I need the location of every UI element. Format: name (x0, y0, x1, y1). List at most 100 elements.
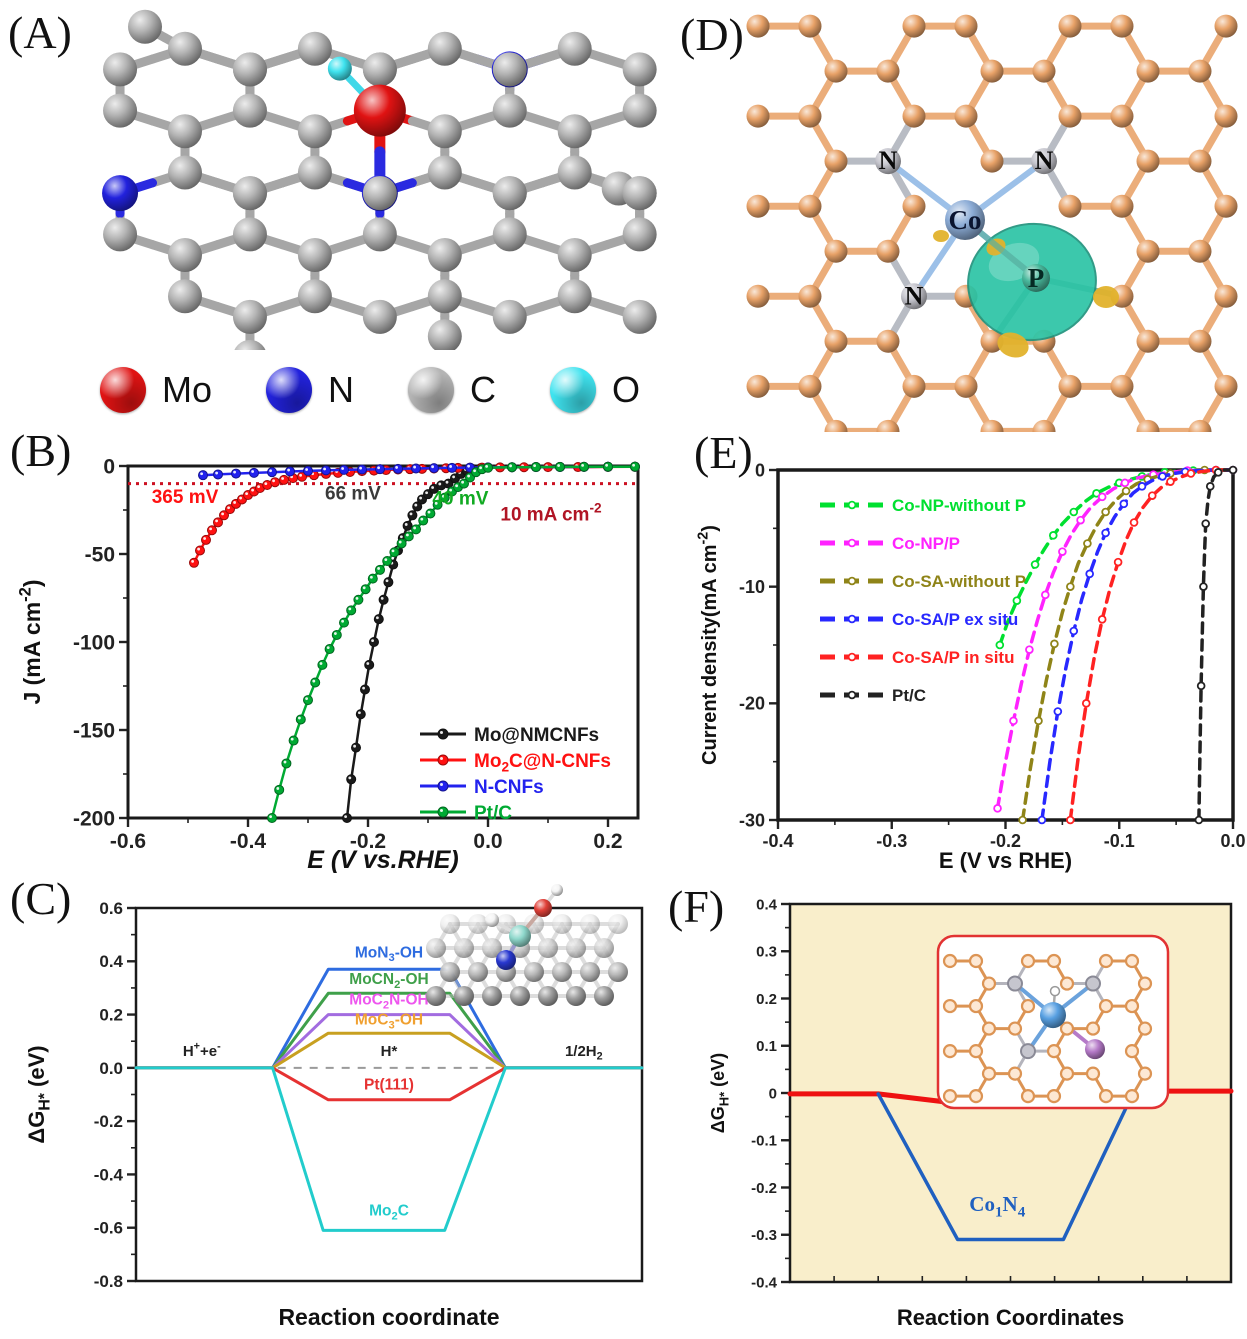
svg-text:Reaction coordinate: Reaction coordinate (278, 1304, 499, 1330)
panel-c-label: (C) (10, 873, 72, 924)
svg-text:-0.3: -0.3 (876, 831, 907, 851)
svg-text:E (V vs RHE): E (V vs RHE) (939, 848, 1072, 873)
atom-sphere-icon (266, 367, 312, 413)
svg-text:-0.6: -0.6 (94, 1219, 123, 1238)
chart-f-free-energy-diagram: 0.40.30.20.10-0.1-0.2-0.3-0.4Co1P1N3Co1N… (708, 896, 1234, 1330)
svg-text:0.2: 0.2 (756, 991, 777, 1008)
svg-text:10 mA cm-2: 10 mA cm-2 (500, 501, 602, 526)
molecule-d-structure: N N N Co P (746, 14, 1238, 432)
svg-text:66 mV: 66 mV (325, 483, 381, 504)
svg-text:0.4: 0.4 (756, 896, 778, 913)
svg-text:0: 0 (755, 460, 765, 480)
panel-b-label: (B) (10, 425, 72, 476)
svg-text:-200: -200 (73, 807, 115, 830)
svg-text:0.0: 0.0 (1220, 831, 1245, 851)
svg-text:Mo@NMCNFs: Mo@NMCNFs (474, 725, 599, 746)
legend-item: N (266, 367, 354, 413)
atom-label: C (469, 369, 496, 410)
molecule-a-structure (102, 9, 657, 350)
svg-text:-0.4: -0.4 (762, 831, 793, 851)
svg-text:0.0: 0.0 (99, 1059, 123, 1078)
panel-a-label: (A) (8, 7, 72, 58)
svg-text:ΔGH* (eV): ΔGH* (eV) (24, 1045, 54, 1143)
svg-text:Reaction Coordinates: Reaction Coordinates (897, 1305, 1124, 1330)
svg-text:H++e-: H++e- (183, 1041, 221, 1060)
panel-d-label: (D) (680, 9, 744, 60)
svg-text:Co-NP/P: Co-NP/P (892, 534, 960, 553)
svg-text:N: N (905, 281, 924, 310)
svg-text:Pt(111): Pt(111) (364, 1077, 414, 1094)
atom-sphere-icon (100, 367, 146, 413)
svg-text:-0.3: -0.3 (751, 1227, 777, 1244)
svg-text:-100: -100 (73, 631, 115, 654)
svg-text:MoCN2-OH: MoCN2-OH (349, 971, 428, 991)
atom-label: O (611, 369, 640, 410)
series-co-np-without-p (998, 468, 1235, 647)
svg-text:Pt/C: Pt/C (892, 686, 926, 705)
panel-e-label: (E) (694, 427, 753, 478)
svg-text:-50: -50 (85, 543, 115, 566)
svg-text:-0.2: -0.2 (94, 1112, 123, 1131)
svg-text:-0.2: -0.2 (751, 1180, 777, 1197)
svg-text:0.6: 0.6 (99, 899, 123, 918)
svg-text:-0.8: -0.8 (94, 1272, 123, 1291)
svg-text:ΔGH* (eV): ΔGH* (eV) (708, 1053, 732, 1133)
atom-label: N (328, 369, 354, 410)
chart-b-polarization-curves: -0.6 -0.4 -0.2 0.0 0.2 0 -50 -100 -150 -200 365 mV… (15, 455, 640, 874)
panel-f-label: (F) (668, 881, 725, 932)
legend-item: Mo (100, 367, 212, 413)
svg-text:Pt/C: Pt/C (474, 803, 512, 824)
svg-text:MoC2N-OH: MoC2N-OH (349, 992, 428, 1012)
legend-item: O (549, 367, 640, 413)
svg-text:MoC3-OH: MoC3-OH (355, 1011, 423, 1031)
svg-text:-0.2: -0.2 (350, 830, 386, 853)
svg-text:Co-SA/P in situ: Co-SA/P in situ (892, 648, 1014, 667)
svg-text:Co-NP-without P: Co-NP-without P (892, 496, 1026, 515)
svg-text:0.2: 0.2 (99, 1006, 123, 1025)
svg-text:-20: -20 (739, 694, 765, 714)
atom-label: Mo (162, 369, 213, 410)
svg-text:-10: -10 (739, 577, 765, 597)
svg-text:40 mV: 40 mV (432, 489, 488, 510)
svg-text:0.3: 0.3 (756, 944, 777, 961)
svg-text:-0.1: -0.1 (751, 1133, 777, 1150)
legend-item: C (407, 367, 496, 413)
svg-text:Co-SA-without P: Co-SA-without P (892, 572, 1026, 591)
svg-text:-30: -30 (739, 810, 765, 830)
svg-text:N: N (879, 146, 898, 175)
svg-text:MoN3-OH: MoN3-OH (355, 944, 423, 964)
atom-sphere-icon (407, 367, 454, 413)
atom-color-legend: Mo N C O (100, 352, 640, 428)
svg-text:0.0: 0.0 (473, 830, 502, 853)
series-mo-2-c (134, 1066, 644, 1232)
svg-text:Mo2C: Mo2C (369, 1203, 409, 1223)
svg-text:-0.2: -0.2 (990, 831, 1021, 851)
svg-text:0: 0 (769, 1085, 777, 1102)
svg-text:-0.4: -0.4 (94, 1165, 124, 1184)
chart-c-free-energy-diagram: 0.6 0.4 0.2 0.0 -0.2 -0.4 -0.6 -0.8 MoN3-OH MoCN2… (24, 884, 644, 1330)
svg-text:-150: -150 (73, 719, 115, 742)
svg-text:J (mA cm-2): J (mA cm-2) (15, 579, 45, 704)
svg-text:Co1N4: Co1N4 (969, 1192, 1025, 1220)
svg-text:Current density(mA cm-2): Current density(mA cm-2) (696, 525, 721, 765)
chart-e-polarization-curves: -0.4 -0.3 -0.2 -0.1 0.0 0 -10 -20 -30 Co-NP-witho… (696, 460, 1246, 873)
svg-text:P: P (1028, 263, 1045, 293)
svg-text:0.1: 0.1 (756, 1038, 777, 1055)
series-co-1-n-4- (876, 1089, 1136, 1242)
svg-text:0.2: 0.2 (593, 830, 622, 853)
svg-text:N-CNFs: N-CNFs (474, 777, 544, 798)
svg-text:N: N (1035, 146, 1054, 175)
svg-text:-0.4: -0.4 (751, 1274, 778, 1291)
series-co-np-p (995, 468, 1235, 811)
svg-text:E (V vs.RHE): E (V vs.RHE) (307, 846, 458, 874)
svg-text:-0.6: -0.6 (110, 830, 146, 853)
atom-sphere-icon (549, 367, 596, 413)
svg-text:H*: H* (381, 1043, 398, 1060)
inset-c-molecule (426, 884, 628, 1006)
svg-text:0.4: 0.4 (99, 952, 123, 971)
svg-text:1/2H2: 1/2H2 (565, 1043, 603, 1063)
svg-text:Mo2C@N-CNFs: Mo2C@N-CNFs (474, 751, 611, 775)
svg-text:Co: Co (949, 205, 982, 235)
svg-text:365 mV: 365 mV (152, 487, 219, 508)
